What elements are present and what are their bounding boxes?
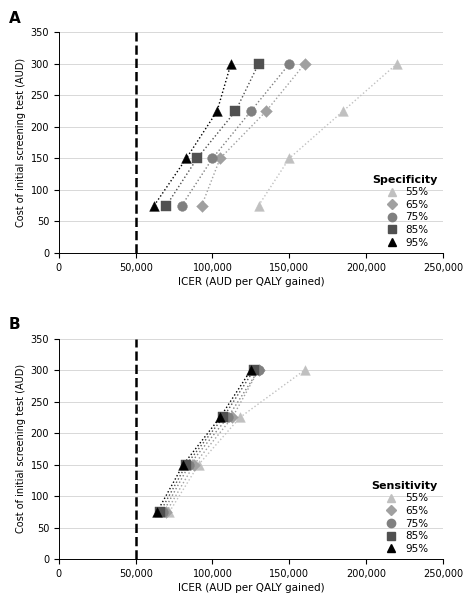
Point bbox=[216, 413, 224, 422]
Point bbox=[255, 59, 262, 69]
Point bbox=[150, 201, 158, 210]
Point bbox=[285, 153, 293, 163]
Point bbox=[163, 201, 170, 210]
Point bbox=[247, 106, 255, 116]
Point bbox=[250, 365, 258, 375]
Point bbox=[190, 460, 198, 469]
Point bbox=[178, 201, 185, 210]
X-axis label: ICER (AUD per QALY gained): ICER (AUD per QALY gained) bbox=[178, 277, 324, 287]
Point bbox=[255, 365, 262, 375]
Point bbox=[247, 365, 255, 375]
Point bbox=[186, 460, 193, 469]
Point bbox=[263, 106, 270, 116]
Point bbox=[198, 201, 206, 210]
Point bbox=[339, 106, 347, 116]
Y-axis label: Cost of initial screening test (AUD): Cost of initial screening test (AUD) bbox=[16, 58, 27, 227]
Point bbox=[301, 365, 309, 375]
Point bbox=[219, 413, 227, 422]
Point bbox=[228, 413, 236, 422]
Text: B: B bbox=[9, 317, 20, 332]
Point bbox=[154, 507, 161, 516]
Legend: 55%, 65%, 75%, 85%, 95%: 55%, 65%, 75%, 85%, 95% bbox=[371, 481, 438, 554]
Point bbox=[156, 507, 164, 516]
Point bbox=[224, 413, 232, 422]
Point bbox=[163, 507, 170, 516]
Point bbox=[216, 153, 224, 163]
Point bbox=[182, 153, 190, 163]
Point bbox=[193, 153, 201, 163]
Point bbox=[255, 365, 262, 375]
Y-axis label: Cost of initial screening test (AUD): Cost of initial screening test (AUD) bbox=[16, 364, 27, 533]
Point bbox=[285, 59, 293, 69]
Point bbox=[232, 106, 239, 116]
Point bbox=[301, 59, 309, 69]
Point bbox=[393, 59, 401, 69]
Point bbox=[209, 153, 216, 163]
Point bbox=[213, 106, 221, 116]
Point bbox=[255, 201, 262, 210]
Point bbox=[237, 413, 244, 422]
X-axis label: ICER (AUD per QALY gained): ICER (AUD per QALY gained) bbox=[178, 583, 324, 593]
Point bbox=[180, 460, 187, 469]
Point bbox=[182, 460, 190, 469]
Point bbox=[160, 507, 167, 516]
Text: A: A bbox=[9, 11, 21, 26]
Point bbox=[227, 59, 235, 69]
Point bbox=[165, 507, 173, 516]
Legend: 55%, 65%, 75%, 85%, 95%: 55%, 65%, 75%, 85%, 95% bbox=[372, 175, 438, 248]
Point bbox=[195, 460, 202, 469]
